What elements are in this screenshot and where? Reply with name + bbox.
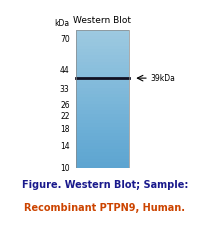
Text: 70: 70 — [60, 35, 70, 44]
Text: 18: 18 — [60, 125, 70, 134]
Text: kDa: kDa — [55, 19, 70, 28]
Text: 44: 44 — [60, 66, 70, 75]
Text: 39kDa: 39kDa — [150, 74, 175, 83]
Bar — [76, 30, 129, 168]
Text: Figure. Western Blot; Sample:: Figure. Western Blot; Sample: — [22, 180, 188, 190]
Text: 22: 22 — [60, 112, 70, 121]
Text: 33: 33 — [60, 85, 70, 94]
Text: Western Blot: Western Blot — [73, 16, 131, 25]
Text: 10: 10 — [60, 164, 70, 173]
Text: 14: 14 — [60, 142, 70, 151]
Text: Recombinant PTPN9, Human.: Recombinant PTPN9, Human. — [25, 203, 185, 213]
Text: 26: 26 — [60, 101, 70, 110]
